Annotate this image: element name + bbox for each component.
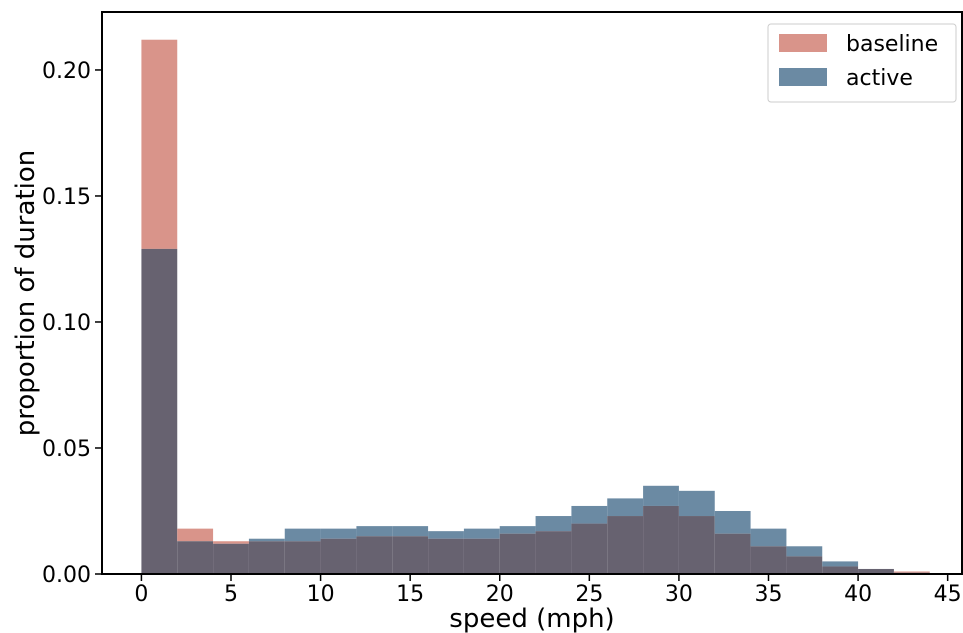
x-axis-label: speed (mph) (449, 604, 614, 633)
bar-active-32 (714, 510, 751, 534)
bar-overlap-40 (858, 568, 894, 574)
bar-active-12 (356, 526, 393, 537)
bar-overlap-4 (213, 543, 249, 574)
x-tick-label-15: 15 (396, 582, 424, 607)
bar-active-38 (822, 561, 859, 567)
bar-overlap-20 (499, 533, 536, 574)
bar-active-36 (786, 546, 823, 557)
bar-overlap-12 (356, 536, 393, 574)
x-axis-ticks: 0 5 10 15 20 25 30 35 40 45 (134, 574, 962, 607)
bar-active-26 (607, 498, 644, 517)
bar-overlap-6 (248, 541, 285, 574)
x-tick-label-35: 35 (755, 582, 783, 607)
y-tick-label-3: 0.15 (42, 185, 91, 210)
legend-label-baseline: baseline (846, 32, 938, 57)
bar-overlap-32 (714, 533, 751, 574)
y-axis-label: proportion of duration (11, 150, 41, 436)
bar-active-28 (643, 485, 679, 506)
bar-overlap-36 (786, 556, 823, 574)
x-tick-label-10: 10 (307, 582, 335, 607)
bar-baseline-0 (141, 39, 178, 249)
bar-active-22 (535, 516, 572, 532)
y-tick-label-1: 0.05 (42, 437, 91, 462)
legend-label-active: active (846, 66, 913, 91)
legend-swatch-baseline (779, 34, 827, 52)
bar-overlap-24 (571, 523, 608, 574)
bar-baseline-42 (893, 571, 930, 573)
bar-active-30 (678, 490, 715, 517)
bar-active-6 (248, 538, 285, 542)
bar-active-14 (392, 526, 429, 537)
bar-overlap-8 (284, 541, 321, 574)
x-tick-label-25: 25 (575, 582, 603, 607)
bar-overlap-22 (535, 531, 572, 574)
bar-baseline-2 (177, 528, 214, 542)
bars-layer (141, 39, 930, 575)
bar-active-10 (320, 528, 357, 539)
bar-overlap-28 (643, 505, 679, 574)
plot-frame (101, 11, 963, 575)
x-tick-label-30: 30 (665, 582, 693, 607)
bar-active-8 (284, 528, 321, 542)
legend-swatch-active (779, 68, 827, 86)
legend: baseline active (767, 23, 957, 103)
bar-active-24 (571, 505, 608, 524)
x-tick-label-5: 5 (224, 582, 238, 607)
bar-baseline-4 (213, 541, 249, 544)
bar-overlap-10 (320, 538, 357, 574)
y-axis-ticks: 0.00 0.05 0.10 0.15 0.20 (42, 59, 102, 588)
bar-active-18 (463, 528, 500, 539)
bar-overlap-14 (392, 536, 429, 574)
x-tick-label-40: 40 (844, 582, 872, 607)
y-tick-label-2: 0.10 (42, 311, 91, 336)
bar-active-34 (750, 528, 787, 547)
bar-overlap-0 (141, 248, 178, 575)
bar-overlap-38 (822, 566, 859, 574)
bar-active-20 (499, 526, 536, 534)
y-tick-label-0: 0.00 (42, 563, 91, 588)
bar-overlap-30 (678, 516, 715, 574)
y-tick-label-4: 0.20 (42, 59, 91, 84)
bar-overlap-18 (463, 538, 500, 574)
x-tick-label-45: 45 (934, 582, 962, 607)
x-tick-label-20: 20 (486, 582, 514, 607)
bar-overlap-26 (607, 516, 644, 574)
bar-overlap-34 (750, 546, 787, 574)
bar-active-16 (428, 531, 464, 539)
bar-overlap-2 (177, 541, 214, 574)
x-tick-label-0: 0 (134, 582, 148, 607)
bar-overlap-16 (428, 538, 464, 574)
